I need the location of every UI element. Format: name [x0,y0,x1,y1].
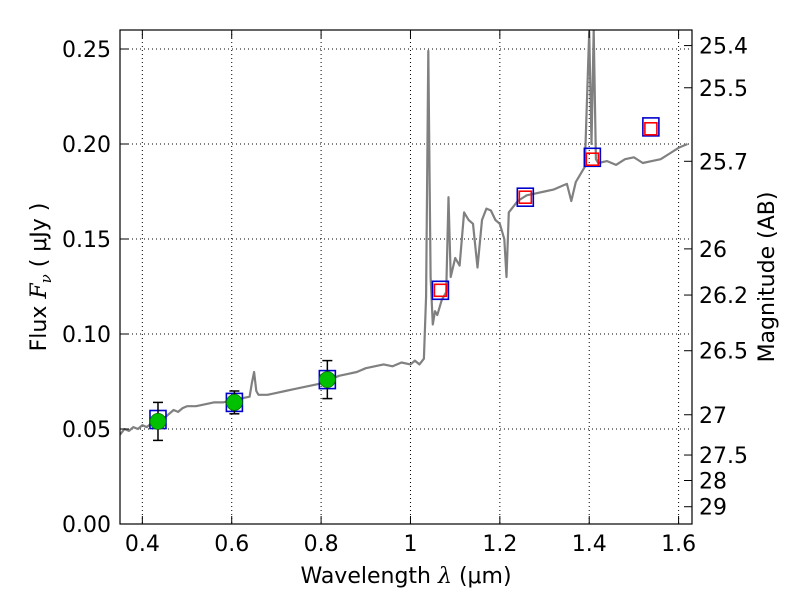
y-tick-label: 0.25 [62,38,111,63]
x-tick-label: 1.6 [661,532,696,557]
x-axis-label: Wavelength λ (μm) [300,564,511,589]
observed-nir-square [433,283,448,298]
y-tick-label: 0.15 [62,228,111,253]
model-photometry-square [516,187,535,207]
y2-tick-label: 26.2 [699,284,748,309]
observed-nir-square [585,152,600,166]
y2-tick-label: 25.4 [699,35,748,60]
ticks-layer: 0.4 0.6 0.8 1 1.2 1.4 1.6 0.00 0.05 0.10 0.15 0.20 0… [62,30,748,557]
x-tick-label: 1.4 [572,532,607,557]
x-tick-label: 0.8 [304,532,339,557]
model-photometry-square [431,280,450,301]
observed-photometry-circle [225,393,243,411]
x-tick-label: 0.4 [125,532,160,557]
x-tick-label: 1.2 [482,532,517,557]
y-axis-label: Flux Fν ( μJy ) [27,203,55,352]
y2-axis-label: Magnitude (AB) [755,192,780,363]
x-tick-label: 1 [403,532,417,557]
y2-tick-label: 26 [699,238,727,263]
model-photometry-square [583,147,602,168]
observed-photometry-circle [318,371,336,389]
y-tick-label: 0.10 [62,323,111,348]
spectrum-layer [120,30,688,436]
spectrum-line [120,30,688,436]
y2-tick-label: 29 [699,496,727,521]
y2-tick-label: 25.7 [699,150,748,175]
model-photometry-square [642,117,660,137]
x-tick-label: 0.6 [214,532,249,557]
y-tick-label: 0.00 [62,513,111,538]
y2-tick-label: 26.5 [699,340,748,365]
markers-layer [149,117,660,442]
y2-tick-label: 28 [699,469,727,494]
y2-tick-label: 27 [699,404,727,429]
y-tick-label: 0.20 [62,133,111,158]
y2-tick-label: 27.5 [699,444,748,469]
y2-tick-label: 25.5 [699,77,748,102]
observed-photometry-circle [149,412,167,430]
plot-frame [119,29,693,525]
observed-nir-square [518,190,533,204]
observed-nir-square [644,122,658,136]
y-tick-label: 0.05 [62,418,111,443]
